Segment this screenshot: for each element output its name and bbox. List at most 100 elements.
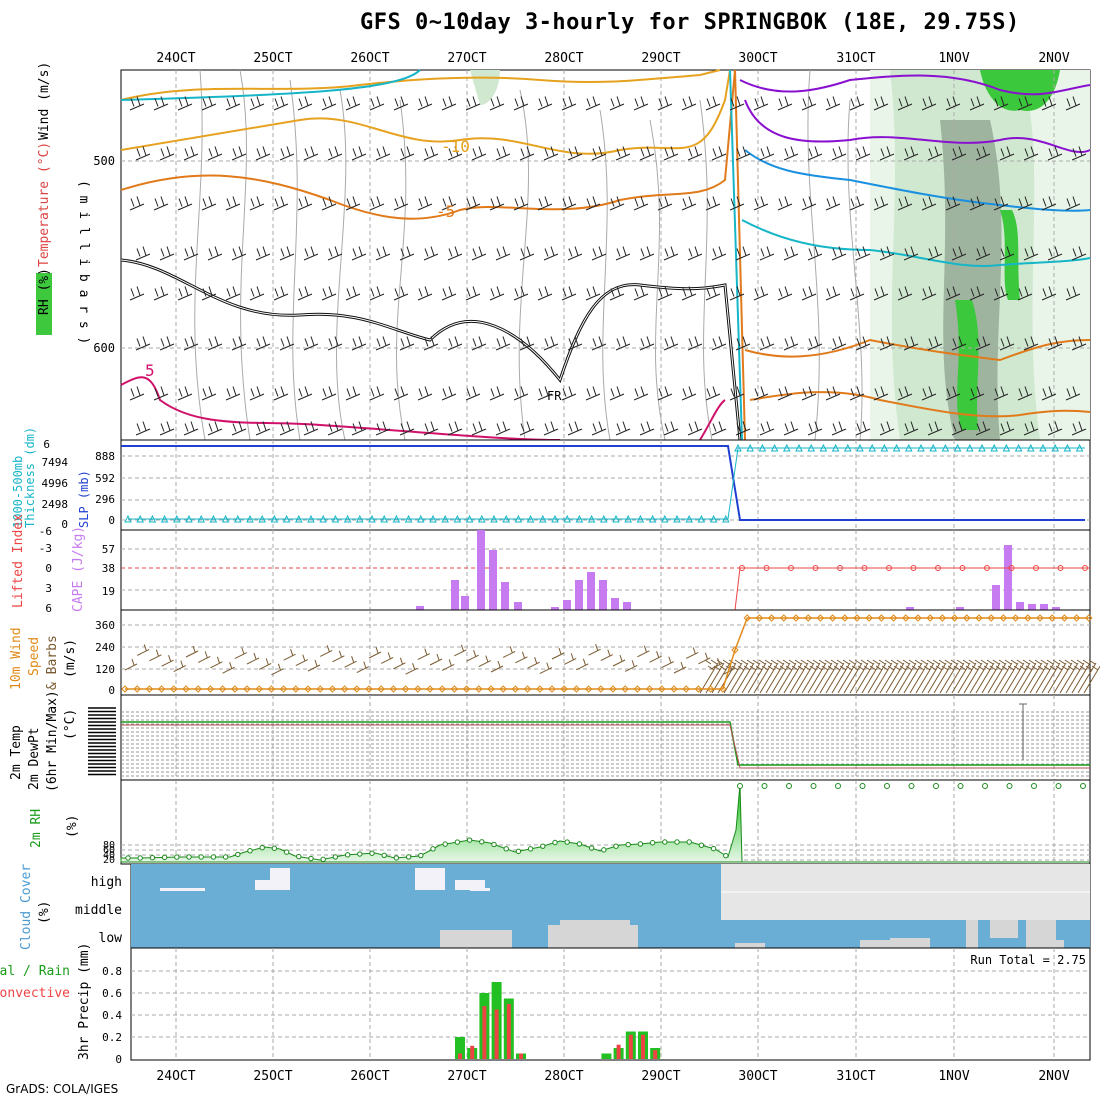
wind-point xyxy=(304,685,312,693)
wind-point xyxy=(548,685,556,693)
ylabel-2m-temp: 2m Temp xyxy=(9,725,24,780)
wind-barb xyxy=(273,196,289,211)
surface-wind-barb xyxy=(222,662,235,674)
wind-barb xyxy=(495,146,511,161)
wind-barb xyxy=(207,336,223,351)
cloud-gap xyxy=(455,880,485,890)
wind-barb xyxy=(321,96,337,111)
rh-point xyxy=(198,854,204,860)
wind-barb xyxy=(225,96,241,111)
precip-bars xyxy=(455,982,661,1059)
surface-wind-barb xyxy=(729,659,749,694)
wind-point xyxy=(889,614,898,622)
wind-barb xyxy=(753,96,769,111)
wind-barb xyxy=(681,286,697,301)
rh-point xyxy=(405,854,412,860)
lifted-index-point xyxy=(1082,565,1088,571)
wind-barb xyxy=(255,246,271,261)
wind-barb xyxy=(753,386,769,401)
wind-barb xyxy=(969,96,985,111)
cape-bar xyxy=(514,602,522,610)
li-tick-3: 0 xyxy=(45,562,52,575)
surface-wind-barb xyxy=(1029,659,1049,694)
surface-wind-barb xyxy=(576,658,589,671)
cape-bar xyxy=(461,596,469,610)
wind-barb xyxy=(543,336,559,351)
wind-barb xyxy=(705,386,721,401)
wind-barb xyxy=(129,386,145,401)
wind-barb xyxy=(297,96,313,111)
rh-point xyxy=(259,845,265,851)
wind-barb xyxy=(471,146,487,161)
wind-barb xyxy=(345,96,361,111)
cloud-level-low: low xyxy=(99,931,123,946)
wind-barb xyxy=(777,386,793,401)
wind-barb xyxy=(489,96,505,111)
wind-barb xyxy=(615,336,631,351)
wind-barb xyxy=(513,386,529,401)
ylabel-temperature: Temperature (°C) xyxy=(37,142,52,267)
cape-panel: -6 -3 0 3 6 57 38 19 Lifted Index CAPE (… xyxy=(11,514,1091,615)
wind-barb xyxy=(825,386,841,401)
wind-barb xyxy=(129,286,145,301)
rh-point xyxy=(527,846,534,852)
wind-barb xyxy=(639,146,655,161)
wind-barb xyxy=(1065,286,1081,301)
rh-shade-green-1 xyxy=(955,300,979,430)
wind-barb xyxy=(711,146,727,161)
bottom-time-axis: 24OCT 25OCT 26OCT 27OCT 28OCT 29OCT 30OCT 31OCT… xyxy=(156,1069,1069,1084)
wind-point xyxy=(597,685,605,693)
cape-bar xyxy=(416,606,424,610)
lifted-index-point xyxy=(1033,565,1039,571)
wind-barb xyxy=(639,246,655,261)
wind-point xyxy=(536,685,544,693)
cape-bar xyxy=(992,585,1000,610)
surface-wind-barb xyxy=(502,646,516,658)
ylabel-rh-unit: (%) xyxy=(65,815,80,838)
wind-barb xyxy=(495,336,511,351)
wind-point xyxy=(645,685,654,693)
wind-point xyxy=(170,685,178,693)
wind-barb xyxy=(807,146,823,161)
wind-barb xyxy=(873,96,889,111)
wind-barb xyxy=(279,336,295,351)
wind-barb xyxy=(993,286,1009,301)
wind-barb xyxy=(753,196,769,211)
rh-point xyxy=(1080,783,1086,789)
wind-point xyxy=(633,685,642,693)
surface-wind-barb xyxy=(849,659,869,694)
contour-label-minus5: -5 xyxy=(436,202,455,221)
wind-barb xyxy=(561,96,577,111)
wind-barb xyxy=(153,386,169,401)
surface-wind-barb xyxy=(661,656,675,669)
rh-point xyxy=(430,846,436,852)
wind-point xyxy=(767,614,776,622)
wind-barb xyxy=(687,336,703,351)
surface-wind-barb xyxy=(909,659,929,694)
wind-point xyxy=(1072,614,1081,622)
wind-barb xyxy=(537,386,553,401)
wind-barb xyxy=(159,421,175,436)
page-title: GFS 0~10day 3-hourly for SPRINGBOK (18E,… xyxy=(360,10,1020,35)
surface-wind-barb xyxy=(441,659,455,671)
time-label-top: 31OCT xyxy=(836,51,875,66)
surface-wind-barb xyxy=(393,657,406,670)
rh-point xyxy=(835,783,841,789)
isotherm-orange-top xyxy=(120,69,721,101)
wind-barb xyxy=(417,96,433,111)
wind-barb xyxy=(585,286,601,301)
wind-barb xyxy=(447,246,463,261)
wind-point xyxy=(584,685,593,693)
surface-wind-barb xyxy=(332,650,345,663)
ylabel-rh: RH (%) xyxy=(37,268,52,315)
wind-barb xyxy=(903,246,919,261)
wind-barb xyxy=(423,421,439,436)
wind-barb xyxy=(327,146,343,161)
wind-point xyxy=(560,685,568,693)
surface-wind-barb xyxy=(149,649,162,662)
cloud-clear xyxy=(1026,920,1056,948)
time-label-bottom: 25OCT xyxy=(253,1069,292,1084)
wind-tick-4: 0 xyxy=(108,684,115,697)
surface-wind-barb xyxy=(783,659,803,694)
time-label-bottom: 1NOV xyxy=(938,1069,969,1084)
